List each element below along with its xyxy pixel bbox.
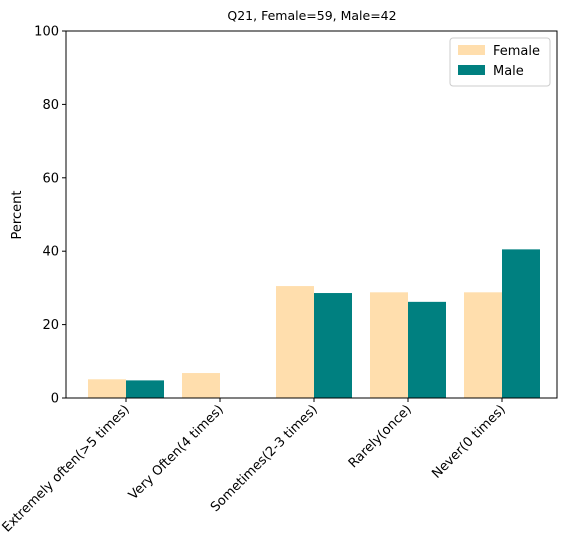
y-tick-label-4: 80: [42, 98, 59, 113]
legend-swatch-female: [458, 45, 485, 55]
bar-female-1: [182, 373, 220, 398]
bar-male-4: [502, 249, 540, 398]
y-axis-label: Percent: [10, 191, 25, 240]
legend-label-female: Female: [493, 44, 540, 59]
legend-label-male: Male: [493, 64, 524, 79]
legend-swatch-male: [458, 65, 485, 75]
x-tick-label-1: Very Often(4 times): [126, 402, 227, 503]
chart-title: Q21, Female=59, Male=42: [227, 8, 396, 23]
plot-frame: [65, 30, 558, 399]
bar-female-4: [464, 292, 502, 398]
x-tick-label-2: Sometimes(2-3 times): [208, 402, 321, 515]
bar-female-3: [370, 292, 408, 398]
x-tick-label-3: Rarely(once): [346, 402, 415, 471]
x-tick-label-4: Never(0 times): [429, 402, 509, 482]
legend: Female Male: [449, 37, 551, 87]
bars-layer: [88, 249, 540, 398]
bar-female-2: [276, 286, 314, 398]
x-tick-label-0: Extremely often(>5 times): [0, 402, 133, 535]
y-tick-label-3: 60: [42, 171, 59, 186]
bar-male-0: [126, 380, 164, 398]
y-tick-label-5: 100: [34, 25, 59, 40]
bar-female-0: [88, 379, 126, 398]
axes-layer: 0 20 40 60 80 100 Extremely often(>5 times)Ver…: [0, 25, 558, 535]
y-tick-label-0: 0: [51, 392, 59, 407]
y-tick-label-2: 40: [42, 245, 59, 260]
y-tick-label-1: 20: [42, 318, 59, 333]
bar-male-3: [408, 301, 446, 398]
bar-male-2: [314, 293, 352, 398]
